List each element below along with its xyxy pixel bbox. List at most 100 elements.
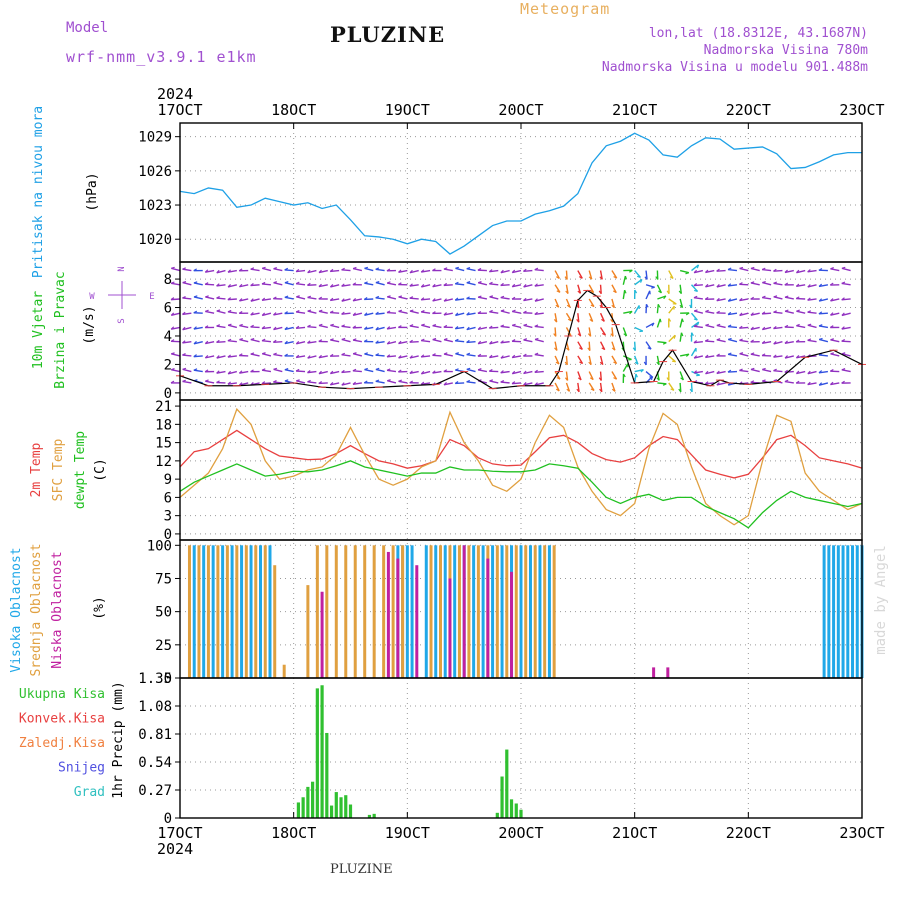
wind-arrow-head (644, 276, 648, 280)
wind-arrow-head (193, 281, 198, 284)
wind-arrow-head (443, 267, 448, 270)
wind-arrow-head (488, 368, 493, 372)
wind-arrow-head (534, 324, 539, 327)
mid-cloud-bar (254, 545, 258, 678)
wind-arrow (693, 355, 704, 359)
wind-arrow-head (534, 382, 538, 386)
wind-arrow-head (273, 312, 277, 316)
wind-arrow (318, 370, 328, 375)
high-cloud-bar (519, 545, 523, 678)
wind-arrow-head (307, 324, 311, 328)
watermark: made by Angel (873, 545, 889, 655)
wind-arrow-head (375, 267, 380, 270)
wind-arrow-head (420, 338, 425, 342)
wind-arrow (193, 340, 203, 345)
wind-arrow (773, 369, 783, 373)
wind-arrow-head (261, 325, 266, 330)
wind-arrow (341, 298, 351, 302)
wind-arrow (633, 373, 637, 384)
pressure-line (179, 132, 862, 255)
wind-arrow-head (477, 281, 482, 284)
wind-arrow-head (284, 353, 288, 357)
wind-arrow (705, 310, 715, 314)
wind-arrow (830, 382, 840, 386)
wind-arrow-head (182, 295, 186, 299)
high-cloud-bar (453, 545, 457, 678)
wind-arrow-head (807, 323, 812, 326)
wind-arrow-head (477, 368, 482, 371)
wind-arrow (386, 311, 397, 314)
wind-arrow-head (841, 297, 845, 301)
wind-arrow-head (728, 337, 732, 341)
mid-cloud-bar (401, 545, 405, 678)
wind-arrow (727, 325, 738, 329)
wind-arrow (421, 324, 431, 329)
wind-arrow-head (386, 281, 391, 284)
wind-arrow-head (182, 311, 186, 315)
wind-arrow-head (250, 337, 255, 341)
wind-arrow-head (182, 280, 187, 284)
wind-arrow-head (466, 352, 471, 356)
wind-arrow-head (375, 340, 379, 344)
wind-arrow-head (656, 361, 660, 366)
wind-arrow (750, 368, 760, 373)
wind-arrow-head (523, 323, 528, 326)
ytick-label: 21 (155, 399, 172, 415)
wind-arrow (455, 340, 465, 343)
mid-cloud-bar (353, 545, 357, 678)
high-cloud-bar (230, 545, 234, 678)
wind-arrow-head (387, 379, 391, 382)
xtick-label-bottom: 21OCT (612, 824, 657, 842)
wind-arrow (739, 298, 749, 302)
wind-arrow-head (655, 276, 659, 280)
wind-arrow (182, 354, 192, 357)
wind-arrow (750, 267, 760, 272)
ytick-label: 1023 (138, 198, 172, 214)
wind-arrow-head (632, 347, 636, 351)
wind-arrow-head (318, 354, 322, 359)
wind-arrow (466, 326, 476, 331)
wind-arrow (679, 318, 683, 328)
wind-arrow (634, 270, 642, 278)
wind-arrow (512, 355, 522, 359)
wind-arrow-head (375, 280, 380, 284)
wind-arrow-head (578, 276, 583, 279)
wind-arrow-head (261, 381, 266, 385)
wind-arrow-head (807, 269, 811, 273)
wind-arrow (489, 326, 499, 329)
wind-arrow (216, 310, 226, 314)
wind-arrow (623, 355, 632, 361)
ytick-label: 100 (147, 538, 172, 554)
mid-cloud-bar (216, 545, 220, 678)
cloud-unit: (%) (92, 596, 107, 619)
wind-arrow (193, 355, 203, 358)
ytick-label: 1026 (138, 164, 172, 180)
wind-arrow-head (295, 368, 300, 372)
wind-arrow (273, 381, 283, 384)
wind-arrow (284, 369, 294, 373)
wind-arrow (599, 371, 602, 381)
wind-arrow-head (239, 337, 243, 341)
wind-arrow-head (420, 370, 425, 375)
wind-arrow (727, 268, 738, 272)
wind-arrow-head (466, 296, 470, 300)
wind-arrow (443, 298, 453, 302)
wind-arrow (693, 310, 704, 314)
wind-arrow-head (216, 309, 221, 312)
model-label: Model (66, 20, 109, 36)
wind-arrow-head (716, 310, 720, 314)
wind-arrow-head (691, 332, 694, 337)
wind-arrow (193, 282, 203, 286)
wind-arrow (182, 268, 192, 272)
wind-arrow-head (773, 379, 778, 382)
wind-arrow-head (432, 337, 437, 341)
wind-arrow-head (668, 318, 672, 322)
wind-arrow (489, 296, 499, 300)
wind-arrow (534, 353, 544, 357)
ytick-label: 1.35 (138, 671, 172, 687)
wind-arrow-head (318, 269, 322, 274)
wind-arrow (273, 353, 283, 357)
wind-arrow (588, 355, 592, 365)
wind-arrow-head (307, 295, 312, 298)
wind-arrow-head (170, 339, 175, 342)
